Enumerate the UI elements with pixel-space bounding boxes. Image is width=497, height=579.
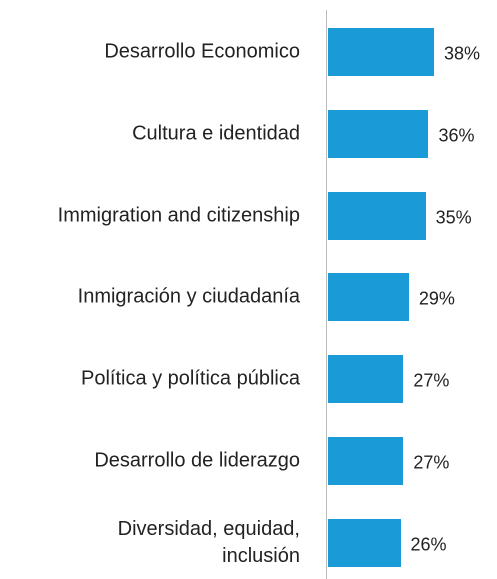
value-label: 27%: [413, 370, 450, 391]
value-label: 29%: [418, 288, 455, 309]
value-label: 26%: [410, 534, 447, 555]
category-label: Desarrollo Economico: [104, 40, 300, 63]
category-label: Desarrollo de liderazgo: [94, 449, 300, 472]
bar: [328, 518, 401, 567]
category-label: Inmigración y ciudadanía: [77, 285, 300, 308]
category-label: Diversidad, equidad, inclusión: [117, 517, 300, 567]
value-label: 36%: [438, 125, 475, 146]
bar: [328, 355, 404, 404]
value-label: 27%: [413, 452, 450, 473]
bar: [328, 28, 435, 76]
category-label: Cultura e identidad: [132, 122, 300, 145]
bar: [328, 109, 429, 158]
bar: [328, 191, 426, 240]
value-label: 38%: [444, 43, 481, 64]
axis-line: [326, 10, 327, 579]
category-label: Immigration and citizenship: [57, 204, 300, 227]
value-label: 35%: [435, 207, 472, 228]
category-label: Política y política pública: [80, 367, 300, 390]
bar: [328, 273, 409, 322]
bar: [328, 437, 404, 485]
